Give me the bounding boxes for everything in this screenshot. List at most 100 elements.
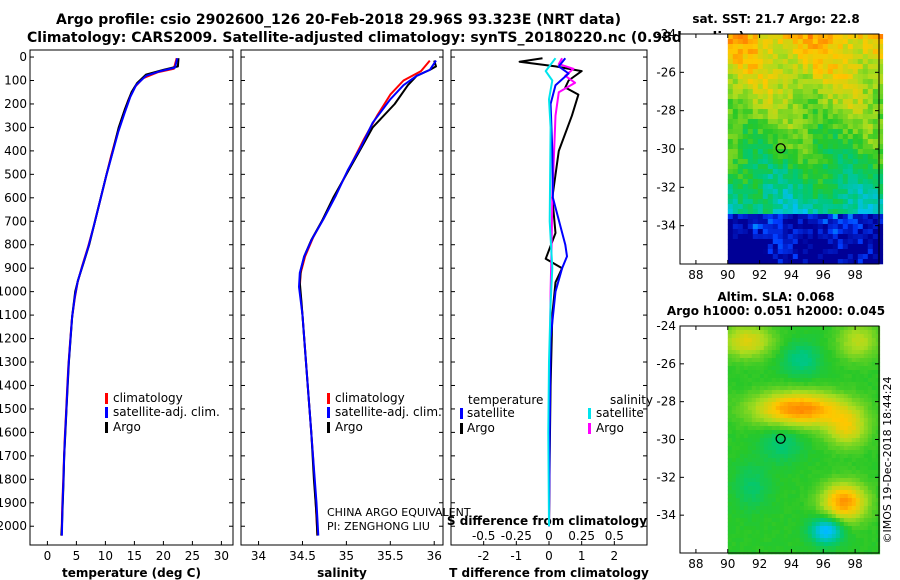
map-cell bbox=[839, 326, 845, 331]
map-cell bbox=[855, 482, 861, 487]
map-cell bbox=[822, 179, 829, 185]
map-cell bbox=[731, 366, 737, 371]
map-cell bbox=[763, 550, 769, 555]
map-cell bbox=[783, 346, 789, 351]
map-cell bbox=[815, 506, 821, 511]
map-cell bbox=[877, 79, 884, 85]
map-cell bbox=[839, 470, 845, 475]
map-cell bbox=[759, 502, 765, 507]
map-cell bbox=[767, 338, 773, 343]
map-cell bbox=[739, 394, 745, 399]
map-cell bbox=[802, 239, 809, 245]
map-cell bbox=[819, 550, 825, 555]
map-cell bbox=[862, 69, 869, 75]
map-cell bbox=[737, 54, 744, 60]
map-cell bbox=[795, 386, 801, 391]
map-cell bbox=[847, 44, 854, 50]
map-cell bbox=[792, 109, 799, 115]
map-cell bbox=[775, 498, 781, 503]
map-cell bbox=[835, 374, 841, 379]
map-cell bbox=[867, 502, 873, 507]
map-cell bbox=[871, 486, 877, 491]
map-cell bbox=[831, 334, 837, 339]
map-cell bbox=[782, 44, 789, 50]
map-cell bbox=[812, 219, 819, 225]
map-cell bbox=[872, 64, 879, 70]
map-cell bbox=[837, 184, 844, 190]
map-cell bbox=[855, 334, 861, 339]
map-cell bbox=[875, 358, 881, 363]
map-cell bbox=[803, 490, 809, 495]
map-cell bbox=[822, 239, 829, 245]
map-cell bbox=[732, 239, 739, 245]
map-cell bbox=[791, 430, 797, 435]
map-cell bbox=[779, 506, 785, 511]
map-cell bbox=[771, 438, 777, 443]
map-cell bbox=[752, 54, 759, 60]
map-cell bbox=[787, 390, 793, 395]
map-cell bbox=[831, 370, 837, 375]
map-cell bbox=[837, 189, 844, 195]
map-cell bbox=[863, 494, 869, 499]
map-cell bbox=[851, 422, 857, 427]
map-cell bbox=[832, 104, 839, 110]
map-cell bbox=[795, 418, 801, 423]
map-cell bbox=[867, 74, 874, 80]
map-cell bbox=[871, 394, 877, 399]
map-cell bbox=[827, 342, 833, 347]
map-cell bbox=[735, 450, 741, 455]
map-cell bbox=[842, 149, 849, 155]
map-cell bbox=[752, 194, 759, 200]
map-cell bbox=[767, 426, 773, 431]
map-cell bbox=[757, 149, 764, 155]
map-cell bbox=[747, 386, 753, 391]
map-cell bbox=[823, 382, 829, 387]
map-cell bbox=[835, 330, 841, 335]
map-cell bbox=[777, 259, 784, 265]
map-cell bbox=[835, 514, 841, 519]
map-cell bbox=[852, 134, 859, 140]
map-cell bbox=[871, 510, 877, 515]
map-cell bbox=[797, 94, 804, 100]
map-cell bbox=[835, 334, 841, 339]
map-cell bbox=[827, 398, 833, 403]
map-cell bbox=[827, 219, 834, 225]
map-cell bbox=[739, 378, 745, 383]
map-cell bbox=[795, 522, 801, 527]
map-cell bbox=[807, 54, 814, 60]
map-cell bbox=[859, 434, 865, 439]
map-cell bbox=[832, 54, 839, 60]
map-cell bbox=[727, 458, 733, 463]
map-cell bbox=[747, 350, 753, 355]
map-cell bbox=[732, 219, 739, 225]
map-cell bbox=[862, 159, 869, 165]
map-cell bbox=[755, 346, 761, 351]
map-cell bbox=[867, 346, 873, 351]
map-cell bbox=[777, 129, 784, 135]
map-cell bbox=[763, 490, 769, 495]
map-cell bbox=[782, 229, 789, 235]
map-cell bbox=[737, 254, 744, 260]
map-cell bbox=[739, 414, 745, 419]
map-cell bbox=[843, 342, 849, 347]
map-cell bbox=[851, 350, 857, 355]
map-cell bbox=[767, 454, 773, 459]
map-cell bbox=[739, 362, 745, 367]
map-cell bbox=[751, 446, 757, 451]
map-cell bbox=[755, 402, 761, 407]
map-cell bbox=[872, 249, 879, 255]
map-cell bbox=[871, 458, 877, 463]
map-cell bbox=[837, 134, 844, 140]
map-cell bbox=[771, 434, 777, 439]
map-cell bbox=[843, 454, 849, 459]
map-cell bbox=[739, 374, 745, 379]
map-cell bbox=[737, 154, 744, 160]
map-cell bbox=[815, 354, 821, 359]
map-cell bbox=[847, 164, 854, 170]
map-cell bbox=[807, 64, 814, 70]
map-cell bbox=[742, 199, 749, 205]
map-cell bbox=[867, 386, 873, 391]
map-cell bbox=[859, 366, 865, 371]
map-cell bbox=[811, 362, 817, 367]
map-cell bbox=[855, 386, 861, 391]
